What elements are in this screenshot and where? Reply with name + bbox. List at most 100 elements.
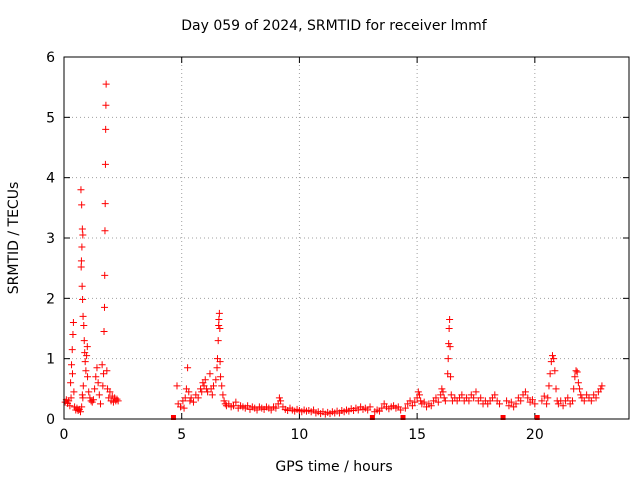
gap-marker [400,415,406,420]
data-point [571,373,579,381]
data-point [472,388,480,396]
data-point [538,397,546,405]
data-point [68,361,76,369]
data-point [378,404,386,412]
gap-marker [369,415,375,420]
data-point [213,364,221,372]
data-point [78,225,86,233]
data-point [434,398,442,406]
chart-title: Day 059 of 2024, SRMTID for receiver lmm… [181,18,488,34]
data-point [507,398,515,406]
data-points [61,80,606,418]
data-point [503,397,511,405]
data-point [366,403,374,411]
data-point [80,321,88,329]
data-point [208,391,216,399]
data-point [411,398,419,406]
data-point [209,382,217,390]
data-point [78,403,86,411]
data-point [78,243,86,251]
data-point [106,388,114,396]
data-point [69,331,77,339]
data-point [524,394,532,402]
data-point [100,370,108,378]
data-point [76,408,84,416]
data-point [101,271,109,279]
gap-markers [170,415,540,420]
data-point [465,397,473,405]
data-point [185,388,193,396]
data-point [81,358,89,366]
data-point [79,231,87,239]
data-point [540,392,548,400]
y-tick-label: 6 [46,50,55,66]
data-point [204,388,212,396]
data-point [102,125,110,133]
gap-marker [500,415,506,420]
data-point [67,379,75,387]
data-point [215,309,223,317]
data-point [217,373,225,381]
data-point [80,337,88,345]
y-tick-label: 5 [46,110,55,126]
y-tick-label: 0 [46,412,55,428]
data-point [100,303,108,311]
data-point [592,394,600,402]
data-point [102,80,110,88]
data-point [102,101,110,109]
y-axis-label: SRMTID / TECUs [6,182,22,295]
data-point [446,343,454,351]
data-point [177,403,185,411]
data-point [573,368,581,376]
data-point [420,398,428,406]
data-point [98,361,106,369]
data-point [548,352,556,360]
x-tick-label: 10 [291,427,309,443]
data-point [512,400,520,408]
data-point [70,388,78,396]
data-point [544,394,552,402]
data-point [444,355,452,363]
x-tick-label: 20 [526,427,544,443]
data-point [546,370,554,378]
data-point [113,395,121,403]
data-point [432,394,440,402]
data-point [86,394,94,402]
data-point [215,321,223,329]
data-point [401,404,409,412]
data-point [598,382,606,390]
data-point [81,349,89,357]
data-point [564,394,572,402]
gap-marker [534,415,540,420]
data-point [67,394,75,402]
data-point [212,376,220,384]
data-point [79,296,87,304]
data-point [232,398,240,406]
data-point [440,394,448,402]
data-point [550,355,558,363]
data-point [93,364,101,372]
data-point [194,394,202,402]
data-point [438,385,446,393]
data-point [84,373,92,381]
data-point [531,400,539,408]
data-point [215,315,223,323]
y-tick-label: 3 [46,231,55,247]
data-point [206,370,214,378]
data-point [505,402,513,410]
data-point [91,385,99,393]
data-point [244,402,252,410]
data-point [189,398,197,406]
data-point [427,402,435,410]
data-point [68,370,76,378]
plot-frame [63,56,630,420]
data-point [491,391,499,399]
data-point [216,358,224,366]
data-point [580,397,588,405]
data-point [66,402,74,410]
data-point [101,200,109,208]
data-point [445,340,453,348]
gap-marker [170,415,176,420]
data-point [408,402,416,410]
